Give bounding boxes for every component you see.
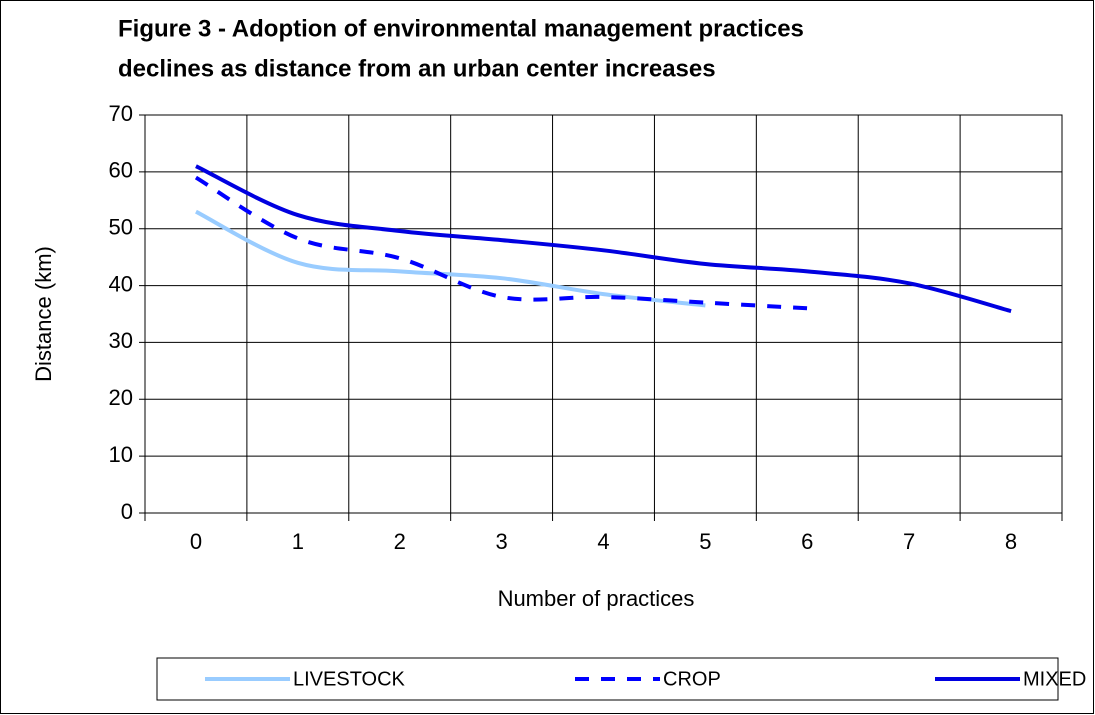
y-tick-label: 10 (109, 442, 133, 467)
x-tick-label: 6 (801, 529, 813, 554)
y-tick-label: 30 (109, 328, 133, 353)
x-tick-label: 3 (495, 529, 507, 554)
y-tick-label: 20 (109, 385, 133, 410)
legend-label: LIVESTOCK (293, 668, 406, 690)
chart-title: declines as distance from an urban cente… (118, 55, 716, 82)
chart-title: Figure 3 - Adoption of environmental man… (118, 15, 804, 42)
x-tick-label: 1 (292, 529, 304, 554)
y-axis-label: Distance (km) (31, 246, 56, 382)
y-tick-label: 60 (109, 158, 133, 183)
y-tick-label: 40 (109, 271, 133, 296)
x-tick-label: 8 (1005, 529, 1017, 554)
x-tick-label: 2 (394, 529, 406, 554)
x-tick-label: 4 (597, 529, 609, 554)
legend-label: CROP (663, 668, 721, 690)
x-tick-label: 7 (903, 529, 915, 554)
legend-label: MIXED (1023, 668, 1086, 690)
x-axis-label: Number of practices (498, 586, 695, 611)
y-tick-label: 50 (109, 215, 133, 240)
x-tick-label: 0 (190, 529, 202, 554)
series-line (195, 164, 1012, 314)
x-tick-label: 5 (699, 529, 711, 554)
y-tick-label: 0 (121, 499, 133, 524)
y-tick-label: 70 (109, 101, 133, 126)
